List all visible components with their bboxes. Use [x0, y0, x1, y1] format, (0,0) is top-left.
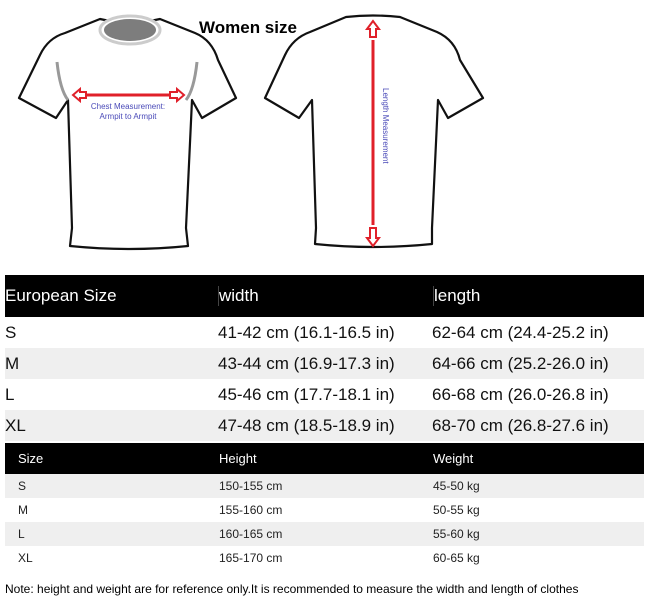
- height-cell: 150-155 cm: [219, 479, 283, 493]
- table-row: L 160-165 cm 55-60 kg: [5, 522, 644, 546]
- table-row: S 41-42 cm (16.1-16.5 in) 62-64 cm (24.4…: [5, 317, 644, 348]
- page-title: Women size: [199, 18, 297, 37]
- header-width: width: [218, 286, 433, 306]
- table-row: S 150-155 cm 45-50 kg: [5, 474, 644, 498]
- size-table: European Size width length S 41-42 cm (1…: [5, 275, 644, 441]
- body-table-header: Size Height Weight: [5, 443, 644, 474]
- table-row: XL 47-48 cm (18.5-18.9 in) 68-70 cm (26.…: [5, 410, 644, 441]
- table-row: M 43-44 cm (16.9-17.3 in) 64-66 cm (25.2…: [5, 348, 644, 379]
- length-cell: 64-66 cm (25.2-26.0 in): [432, 353, 609, 373]
- header-weight: Weight: [433, 451, 474, 466]
- length-label: Length Measurement: [381, 88, 390, 164]
- weight-cell: 55-60 kg: [433, 527, 480, 541]
- chest-arrow-icon: [71, 86, 186, 104]
- header-length: length: [433, 286, 644, 306]
- body-table: Size Height Weight S 150-155 cm 45-50 kg…: [5, 443, 644, 570]
- table-row: L 45-46 cm (17.7-18.1 in) 66-68 cm (26.0…: [5, 379, 644, 410]
- height-cell: 155-160 cm: [219, 503, 283, 517]
- header-height: Height: [219, 451, 257, 466]
- front-tshirt-icon: [17, 14, 238, 251]
- weight-cell: 45-50 kg: [433, 479, 480, 493]
- chest-label-line2: Armpit to Armpit: [100, 112, 158, 121]
- length-cell: 62-64 cm (24.4-25.2 in): [432, 322, 609, 342]
- width-cell: 47-48 cm (18.5-18.9 in): [218, 415, 395, 435]
- size-cell: M: [18, 503, 28, 517]
- size-cell: L: [5, 384, 15, 404]
- weight-cell: 50-55 kg: [433, 503, 480, 517]
- tshirt-illustration: Chest Measurement: Armpit to Armpit Leng…: [17, 14, 485, 251]
- size-cell: S: [18, 479, 27, 493]
- reference-note: Note: height and weight are for referenc…: [5, 582, 579, 596]
- chest-label-line1: Chest Measurement:: [91, 102, 165, 111]
- size-cell: XL: [5, 415, 26, 435]
- size-cell: XL: [18, 551, 33, 565]
- table-row: XL 165-170 cm 60-65 kg: [5, 546, 644, 570]
- height-cell: 165-170 cm: [219, 551, 283, 565]
- width-cell: 41-42 cm (16.1-16.5 in): [218, 322, 395, 342]
- size-table-header: European Size width length: [5, 275, 644, 317]
- height-cell: 160-165 cm: [219, 527, 283, 541]
- width-cell: 45-46 cm (17.7-18.1 in): [218, 384, 395, 404]
- size-cell: M: [5, 353, 20, 373]
- width-cell: 43-44 cm (16.9-17.3 in): [218, 353, 395, 373]
- weight-cell: 60-65 kg: [433, 551, 480, 565]
- length-arrow-icon: [365, 19, 381, 248]
- length-cell: 68-70 cm (26.8-27.6 in): [432, 415, 609, 435]
- header-size: Size: [18, 451, 44, 466]
- size-cell: S: [5, 322, 17, 342]
- length-cell: 66-68 cm (26.0-26.8 in): [432, 384, 609, 404]
- size-cell: L: [18, 527, 25, 541]
- header-european-size: European Size: [5, 286, 117, 305]
- table-row: M 155-160 cm 50-55 kg: [5, 498, 644, 522]
